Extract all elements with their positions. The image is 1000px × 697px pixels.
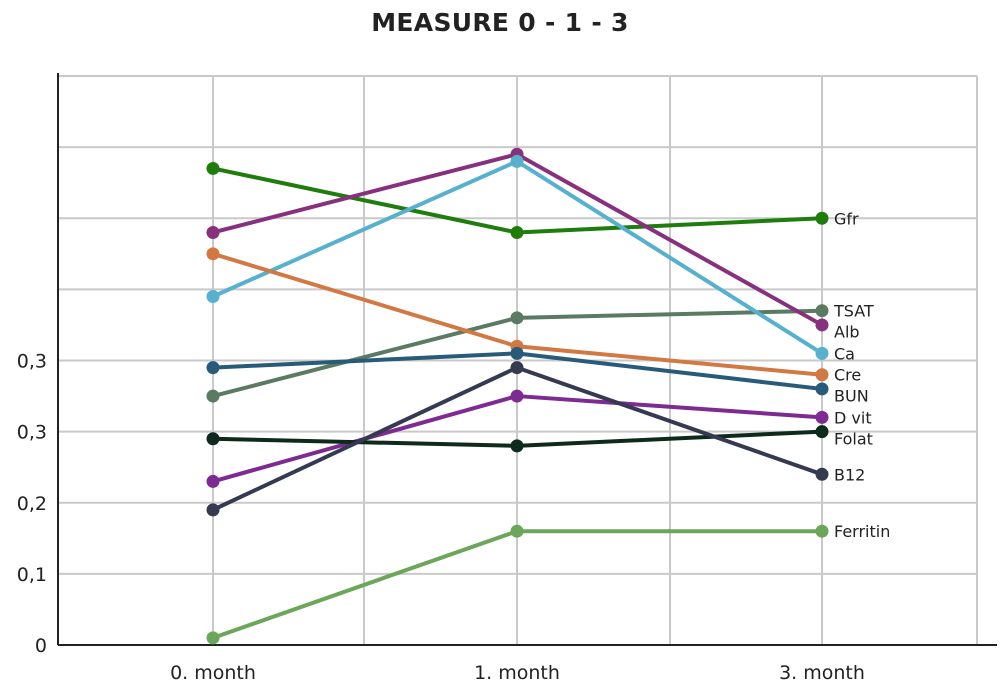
series-label: B12 xyxy=(834,465,865,484)
data-point xyxy=(815,382,829,396)
data-point xyxy=(206,432,220,446)
y-tick-label: 0 xyxy=(35,635,47,657)
data-point xyxy=(510,346,524,360)
y-tick-label: 0,1 xyxy=(17,564,47,586)
data-point xyxy=(815,211,829,225)
data-point xyxy=(815,467,829,481)
data-point xyxy=(206,503,220,517)
data-point xyxy=(206,631,220,645)
series-label: Ferritin xyxy=(834,522,890,541)
x-tick-label: 3. month xyxy=(779,662,865,684)
data-point xyxy=(510,524,524,538)
data-point xyxy=(510,225,524,239)
data-point xyxy=(206,225,220,239)
series-label: Alb xyxy=(834,323,860,342)
data-point xyxy=(815,346,829,360)
data-point xyxy=(510,361,524,375)
data-point xyxy=(815,524,829,538)
data-point xyxy=(510,311,524,325)
series-label: D vit xyxy=(834,408,872,427)
y-tick-label: 0,2 xyxy=(17,493,47,515)
series-label: Folat xyxy=(834,429,873,448)
data-point xyxy=(206,161,220,175)
series-label: Ca xyxy=(834,344,855,363)
data-point xyxy=(206,474,220,488)
data-point xyxy=(206,289,220,303)
data-point xyxy=(815,318,829,332)
series-label: BUN xyxy=(834,387,869,406)
data-point xyxy=(206,361,220,375)
data-point xyxy=(206,247,220,261)
data-point xyxy=(815,425,829,439)
data-point xyxy=(815,304,829,318)
series-label: TSAT xyxy=(833,302,874,321)
x-tick-label: 0. month xyxy=(170,662,256,684)
y-tick-label: 0,3 xyxy=(17,351,47,373)
series-label: Gfr xyxy=(834,209,859,228)
x-tick-label: 1. month xyxy=(474,662,560,684)
data-point xyxy=(510,389,524,403)
series-label: Cre xyxy=(834,366,861,385)
y-tick-label: 0,3 xyxy=(17,422,47,444)
chart-title: MEASURE 0 - 1 - 3 xyxy=(371,8,629,37)
data-point xyxy=(510,154,524,168)
data-point xyxy=(510,439,524,453)
data-point xyxy=(815,368,829,382)
data-point xyxy=(206,389,220,403)
data-point xyxy=(815,410,829,424)
